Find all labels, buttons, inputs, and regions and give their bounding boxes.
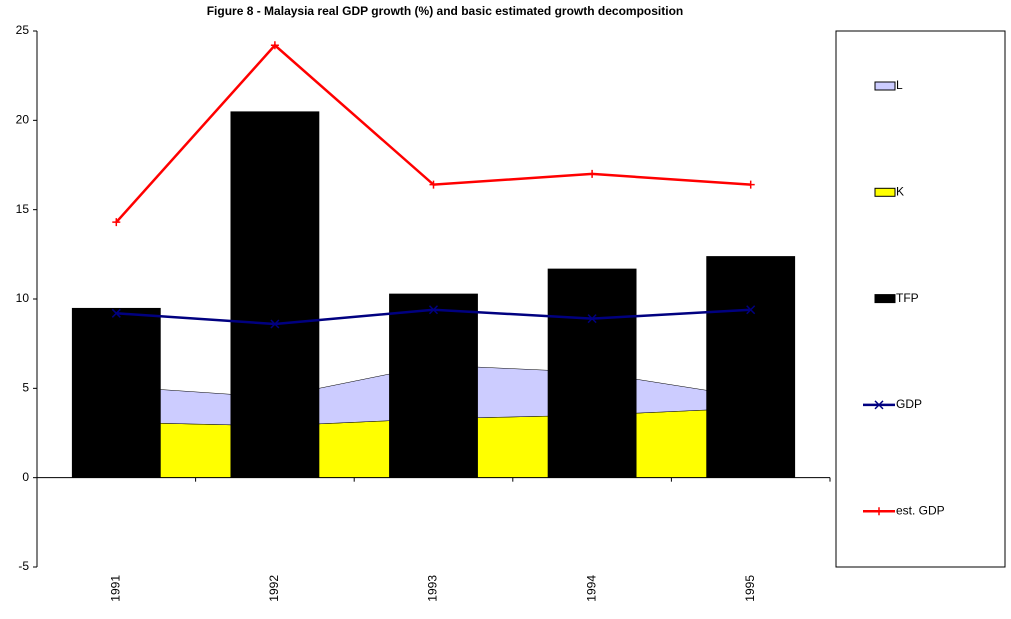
marker (111, 308, 121, 318)
chart-title: Figure 8 - Malaysia real GDP growth (%) … (207, 4, 684, 18)
marker (746, 180, 755, 189)
x-tick-label: 1995 (743, 575, 757, 602)
legend-swatch (874, 294, 896, 304)
legend-label: GDP (896, 397, 922, 411)
bar (389, 293, 478, 478)
legend-label: est. GDP (896, 503, 945, 517)
marker (270, 41, 279, 50)
marker (429, 180, 438, 189)
bar (706, 256, 796, 478)
x-tick-label: 1993 (426, 575, 440, 602)
marker (746, 305, 756, 315)
marker (875, 507, 883, 516)
legend-swatch (874, 81, 896, 91)
y-tick-label: 25 (16, 23, 30, 37)
legend-swatch (874, 187, 896, 197)
y-tick-label: 5 (22, 381, 29, 395)
y-tick-label: -5 (18, 559, 29, 573)
line (115, 43, 751, 224)
marker (112, 218, 121, 227)
y-tick-label: 0 (22, 470, 29, 484)
legend-label: L (896, 78, 903, 92)
x-tick-label: 1992 (267, 575, 281, 602)
y-tick-label: 10 (16, 291, 30, 305)
legend-label: K (896, 184, 904, 198)
x-tick-label: 1994 (584, 575, 598, 602)
marker (270, 319, 280, 329)
bar (230, 111, 320, 478)
bar (71, 307, 161, 478)
marker (587, 314, 597, 324)
marker (588, 169, 597, 178)
bar (547, 268, 637, 478)
marker (428, 305, 439, 315)
legend-label: TFP (896, 291, 919, 305)
y-tick-label: 20 (16, 113, 30, 127)
marker (874, 400, 884, 410)
y-tick-label: 15 (16, 202, 30, 216)
legend-box (835, 30, 1006, 568)
x-tick-label: 1991 (108, 575, 122, 602)
